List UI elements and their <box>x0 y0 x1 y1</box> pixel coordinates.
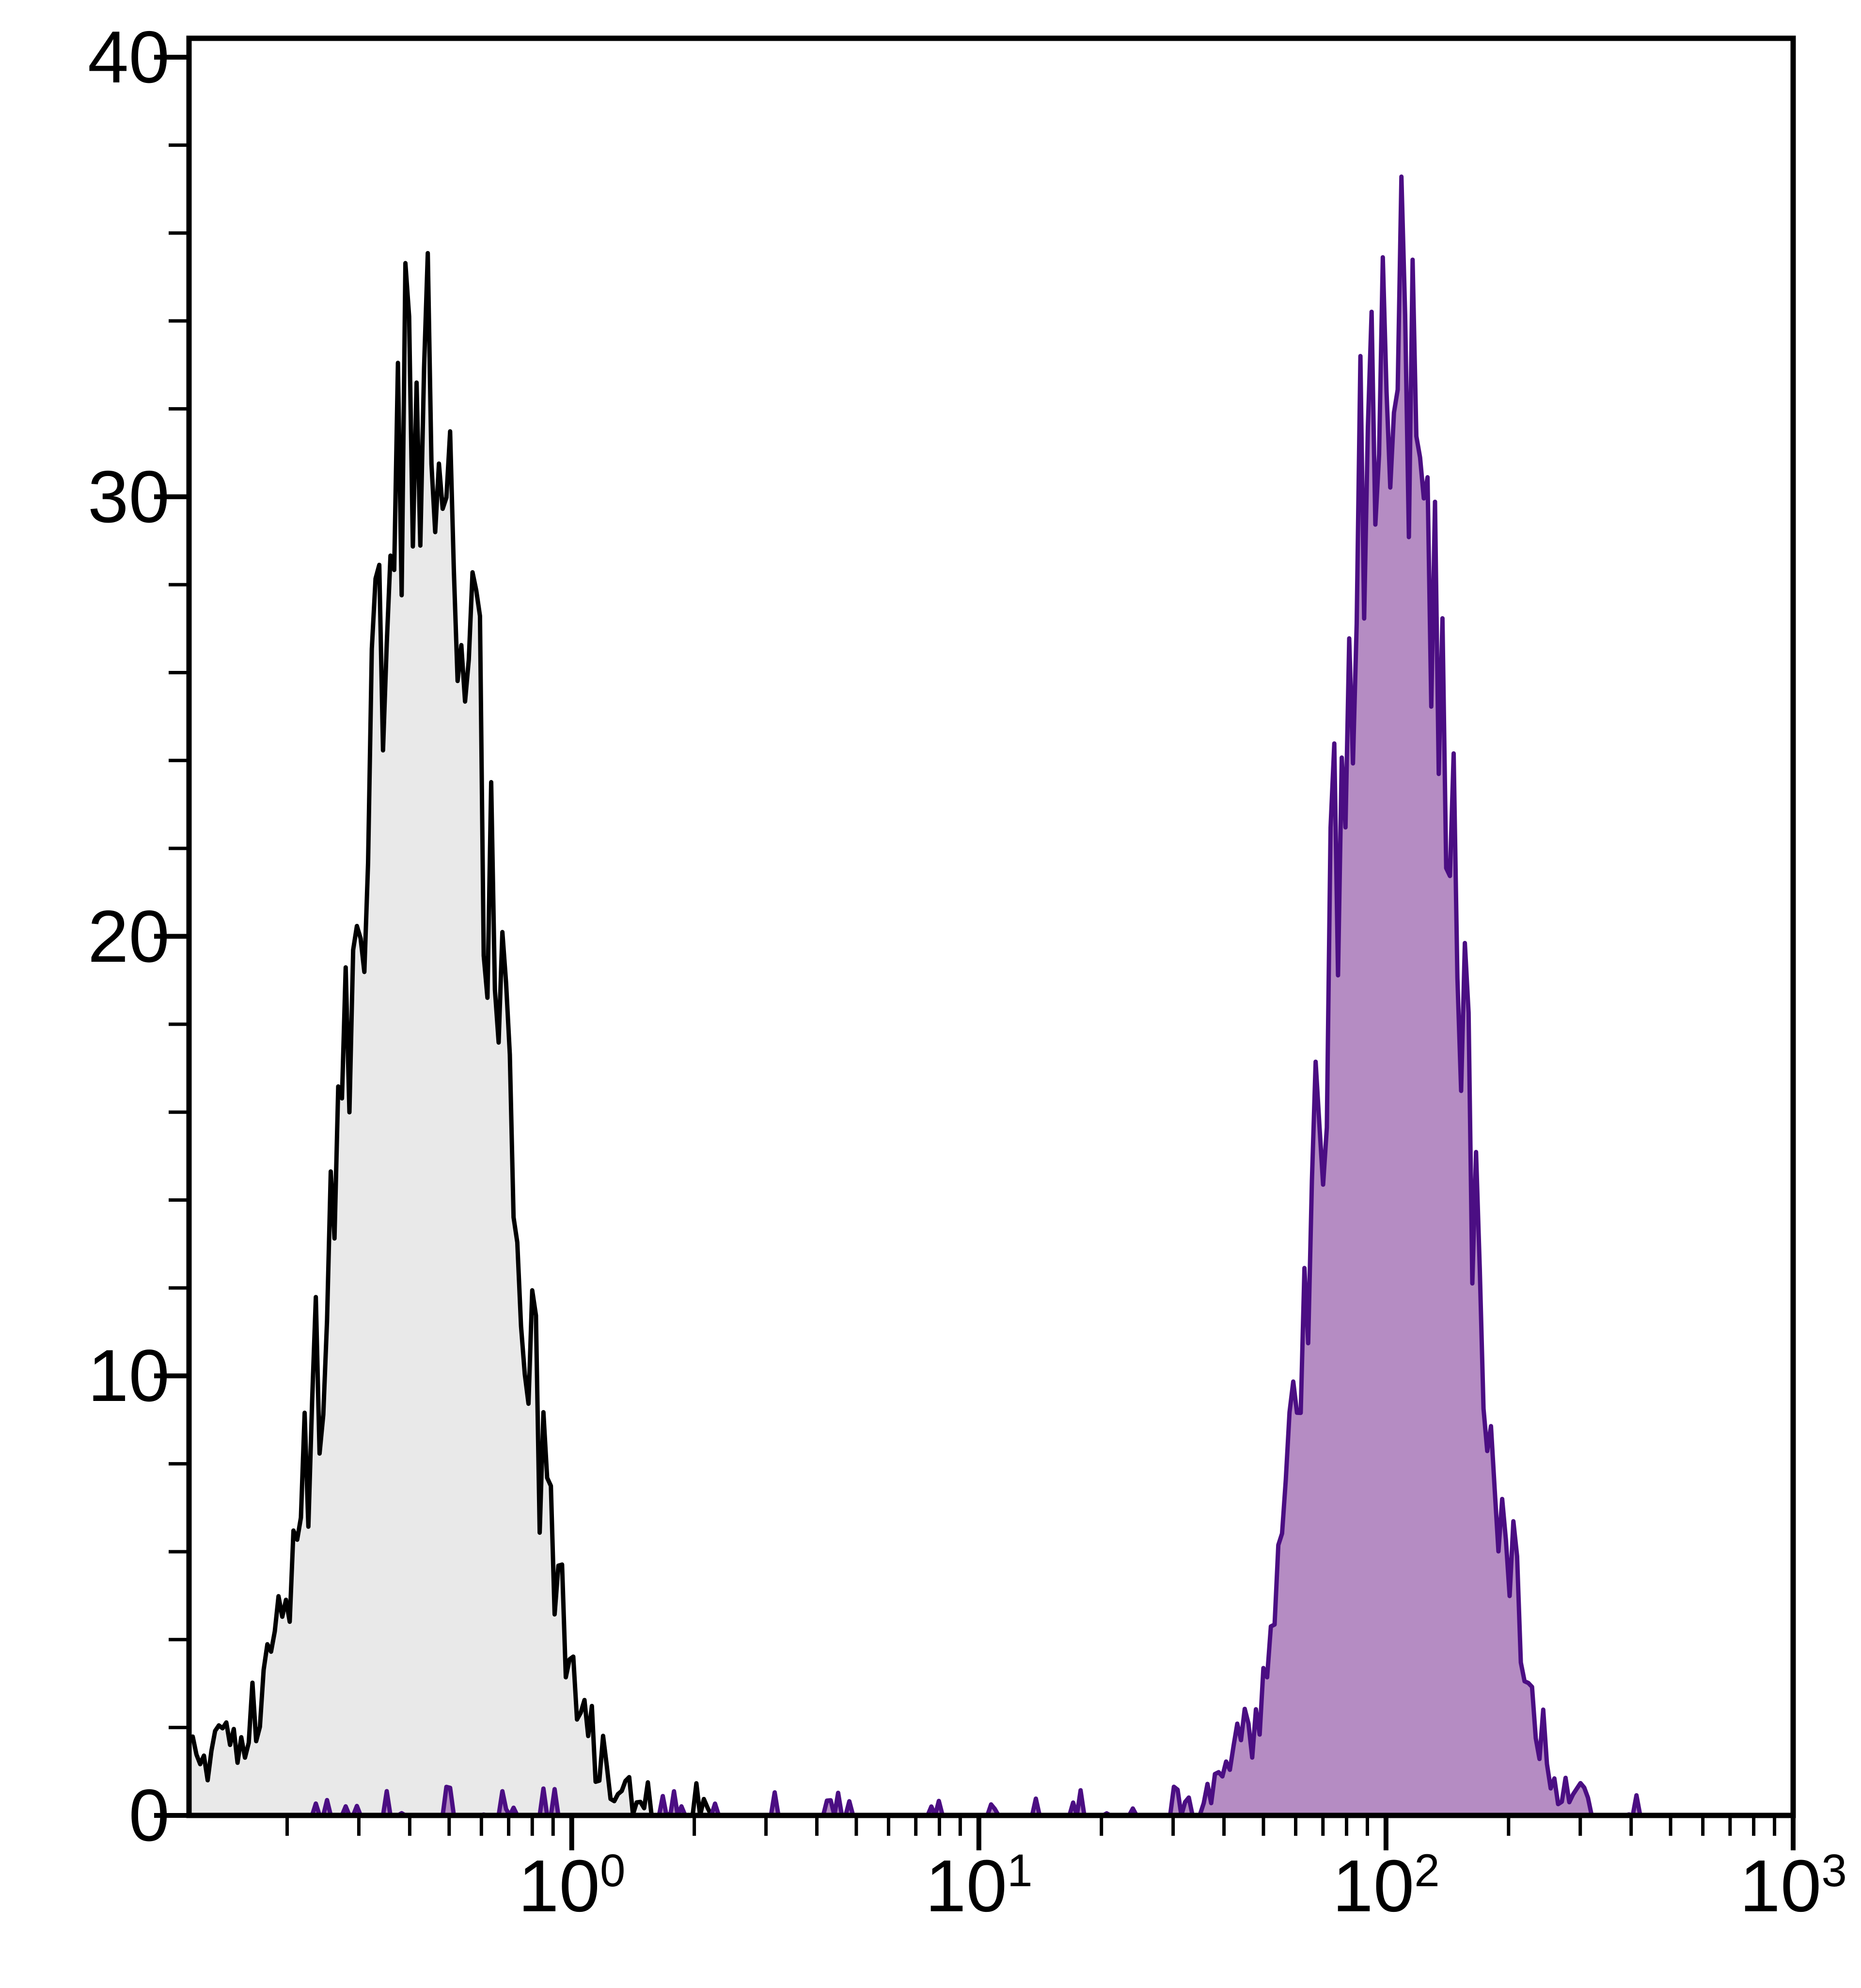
y-axis-tick-label-40: 40 <box>87 16 170 98</box>
x-tick-base: 10 <box>1332 1845 1415 1927</box>
y-axis-tick-label-20: 20 <box>87 895 170 978</box>
left-peak-fill <box>189 253 756 1816</box>
x-tick-base: 10 <box>518 1845 600 1927</box>
x-tick-exponent: 1 <box>1007 1845 1033 1896</box>
x-tick-base: 10 <box>925 1845 1008 1927</box>
right-peak-fill <box>289 176 1700 1816</box>
x-axis-tick-label-1e3: 103 <box>1739 1845 1847 1923</box>
x-axis-tick-label-1e0: 100 <box>518 1845 626 1923</box>
x-axis-tick-label-1e1: 101 <box>925 1845 1033 1923</box>
x-tick-exponent: 3 <box>1821 1845 1847 1896</box>
x-axis-tick-label-1e2: 102 <box>1332 1845 1440 1923</box>
y-axis-tick-label-30: 30 <box>87 455 170 538</box>
y-axis-tick-label-10: 10 <box>87 1335 170 1417</box>
x-tick-base: 10 <box>1739 1845 1822 1927</box>
x-tick-exponent: 2 <box>1414 1845 1440 1896</box>
y-axis-tick-label-0: 0 <box>128 1774 170 1857</box>
plot-frame <box>186 35 1796 1818</box>
x-tick-exponent: 0 <box>600 1845 626 1896</box>
